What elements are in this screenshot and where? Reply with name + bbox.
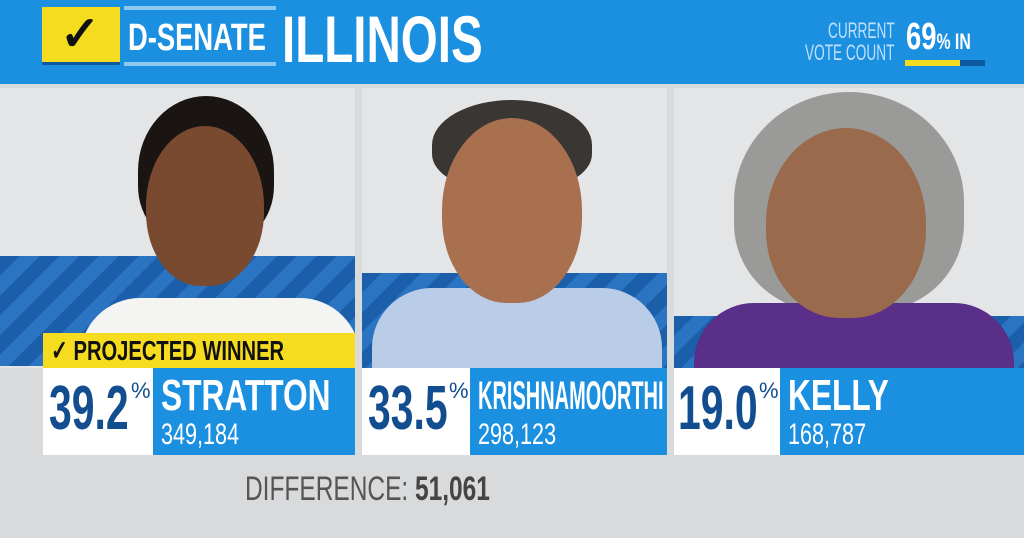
face [442,118,582,303]
percent-sign: % [759,378,779,403]
vote-progress-bar [905,60,985,66]
vote-count: 349,184 [161,418,240,451]
percent-in: 69% IN [906,18,996,56]
candidate-photo-kelly [674,88,1024,368]
projected-winner-banner: ✓ PROJECTED WINNER [43,333,355,368]
face [766,128,926,318]
race-label: D-SENATE [124,6,276,66]
vote-count-label-1: CURRENT [828,18,895,43]
percent-value: 19.0 [678,374,758,443]
candidate-name: KELLY [788,371,889,420]
race-text: D-SENATE [128,17,266,59]
vote-count: 298,123 [478,418,557,451]
vote-count-label: CURRENT VOTE COUNT [805,20,901,64]
check-icon: ✓ [51,335,68,366]
candidate-photo-stratton [0,88,355,368]
state-text: ILLINOIS [282,2,483,76]
face [146,126,264,286]
candidate-photo-krishnamoorthi [362,88,667,368]
percent-sign: % [449,378,469,403]
vote-count-label-2: VOTE COUNT [805,40,895,65]
difference-readout: DIFFERENCE: 51,061 [245,472,585,506]
name-card-krishnamoorthi: KRISHNAMOORTHI 298,123 [470,368,667,455]
check-icon: ✓ [42,7,120,65]
percent-in-value: 69 [906,16,937,58]
percent-sign: % [131,378,151,403]
vote-progress-fill [905,60,961,66]
percent-value: 33.5 [368,374,448,443]
percent-card-stratton: 39.2% [43,368,153,455]
check-glyph: ✓ [60,8,101,61]
name-card-stratton: STRATTON 349,184 [153,368,355,455]
name-card-kelly: KELLY 168,787 [780,368,1024,455]
percent-card-krishnamoorthi: 33.5% [362,368,470,455]
header-bar: ✓ D-SENATE ILLINOIS CURRENT VOTE COUNT 6… [0,0,1024,84]
in-label: IN [950,29,971,54]
vote-count: 168,787 [788,418,867,451]
difference-value: 51,061 [415,470,490,508]
candidate-name: STRATTON [161,371,331,420]
difference-label: DIFFERENCE: [245,470,409,508]
percent-value: 39.2 [49,374,129,443]
state-title: ILLINOIS [282,6,561,72]
candidate-name: KRISHNAMOORTHI [478,374,664,418]
percent-card-kelly: 19.0% [674,368,780,455]
projected-winner-label: PROJECTED WINNER [73,335,285,366]
percent-sign: % [936,29,951,54]
